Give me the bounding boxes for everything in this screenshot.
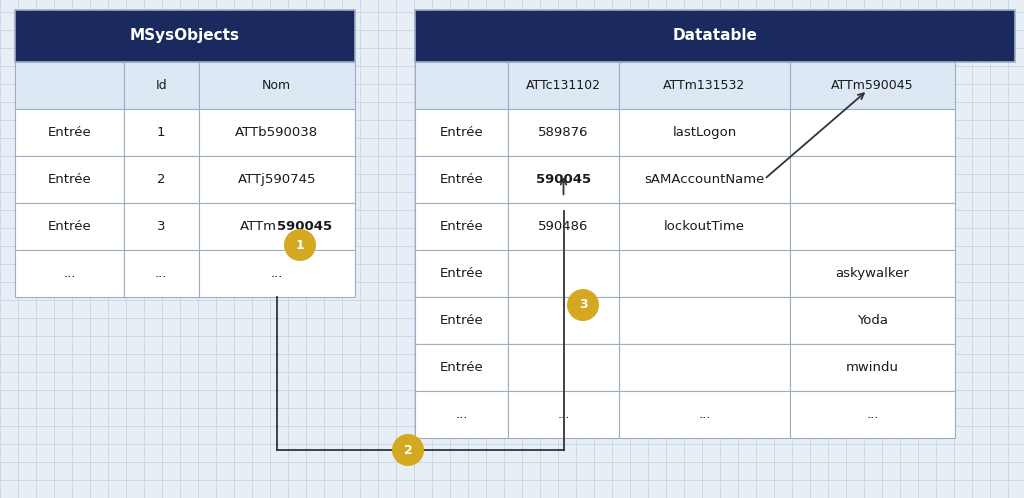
Text: Entrée: Entrée: [439, 173, 483, 186]
Bar: [618, 109, 790, 156]
Text: askywalker: askywalker: [836, 267, 909, 280]
Text: lockoutTime: lockoutTime: [664, 220, 745, 233]
Bar: [618, 62, 790, 109]
Ellipse shape: [392, 434, 424, 466]
Text: Entrée: Entrée: [47, 125, 91, 139]
Bar: [508, 344, 618, 391]
Bar: [15, 249, 124, 297]
Bar: [415, 203, 508, 249]
Bar: [790, 62, 955, 109]
Text: 590486: 590486: [539, 220, 589, 233]
Bar: [618, 391, 790, 438]
Bar: [508, 156, 618, 203]
Text: mwindu: mwindu: [846, 361, 899, 374]
Text: Entrée: Entrée: [439, 314, 483, 327]
Bar: [124, 249, 199, 297]
Bar: [124, 62, 199, 109]
Bar: [415, 391, 508, 438]
Text: 2: 2: [403, 444, 413, 457]
Bar: [508, 297, 618, 344]
Text: Datatable: Datatable: [673, 28, 758, 43]
Text: ATTj590745: ATTj590745: [238, 173, 316, 186]
Text: 590045: 590045: [276, 220, 332, 233]
Text: ...: ...: [557, 408, 569, 421]
Text: 589876: 589876: [539, 125, 589, 139]
Bar: [199, 203, 355, 249]
Text: ...: ...: [63, 267, 76, 280]
Text: 1: 1: [157, 125, 166, 139]
Bar: [199, 249, 355, 297]
Text: ...: ...: [270, 267, 283, 280]
Bar: [790, 391, 955, 438]
Text: Id: Id: [156, 79, 167, 92]
Bar: [124, 203, 199, 249]
Text: ...: ...: [456, 408, 468, 421]
Text: Entrée: Entrée: [47, 220, 91, 233]
Bar: [15, 62, 124, 109]
Text: 3: 3: [579, 298, 588, 312]
Bar: [790, 249, 955, 297]
Text: Entrée: Entrée: [439, 361, 483, 374]
Bar: [15, 10, 355, 62]
Text: Nom: Nom: [262, 79, 292, 92]
Text: ...: ...: [698, 408, 711, 421]
Bar: [790, 156, 955, 203]
Bar: [790, 109, 955, 156]
Bar: [415, 297, 508, 344]
Text: Entrée: Entrée: [439, 267, 483, 280]
Bar: [15, 156, 124, 203]
Ellipse shape: [284, 229, 316, 261]
Bar: [618, 203, 790, 249]
Bar: [790, 344, 955, 391]
Bar: [415, 249, 508, 297]
Text: MSysObjects: MSysObjects: [130, 28, 240, 43]
Text: ...: ...: [155, 267, 167, 280]
Bar: [415, 10, 1015, 62]
Bar: [618, 297, 790, 344]
Bar: [618, 156, 790, 203]
Text: sAMAccountName: sAMAccountName: [644, 173, 765, 186]
Text: ATTm590045: ATTm590045: [831, 79, 913, 92]
Bar: [199, 156, 355, 203]
Bar: [124, 156, 199, 203]
Text: Entrée: Entrée: [439, 125, 483, 139]
Bar: [415, 156, 508, 203]
Ellipse shape: [567, 289, 599, 321]
Text: ATTm: ATTm: [240, 220, 276, 233]
Text: ATTm131532: ATTm131532: [664, 79, 745, 92]
Bar: [15, 203, 124, 249]
Bar: [124, 109, 199, 156]
Bar: [415, 109, 508, 156]
Bar: [790, 297, 955, 344]
Text: Entrée: Entrée: [439, 220, 483, 233]
Text: 2: 2: [157, 173, 166, 186]
Text: Entrée: Entrée: [47, 173, 91, 186]
Bar: [508, 203, 618, 249]
Bar: [508, 62, 618, 109]
Bar: [618, 249, 790, 297]
Bar: [790, 203, 955, 249]
Text: ATTc131102: ATTc131102: [526, 79, 601, 92]
Bar: [415, 62, 508, 109]
Bar: [508, 249, 618, 297]
Bar: [199, 109, 355, 156]
Text: 1: 1: [296, 239, 304, 251]
Text: ...: ...: [866, 408, 879, 421]
Bar: [415, 344, 508, 391]
Text: 590045: 590045: [536, 173, 591, 186]
Bar: [508, 109, 618, 156]
Text: lastLogon: lastLogon: [673, 125, 736, 139]
Bar: [199, 62, 355, 109]
Bar: [15, 109, 124, 156]
Text: ATTb590038: ATTb590038: [236, 125, 318, 139]
Text: Yoda: Yoda: [857, 314, 888, 327]
Bar: [508, 391, 618, 438]
Text: 3: 3: [157, 220, 166, 233]
Bar: [618, 344, 790, 391]
